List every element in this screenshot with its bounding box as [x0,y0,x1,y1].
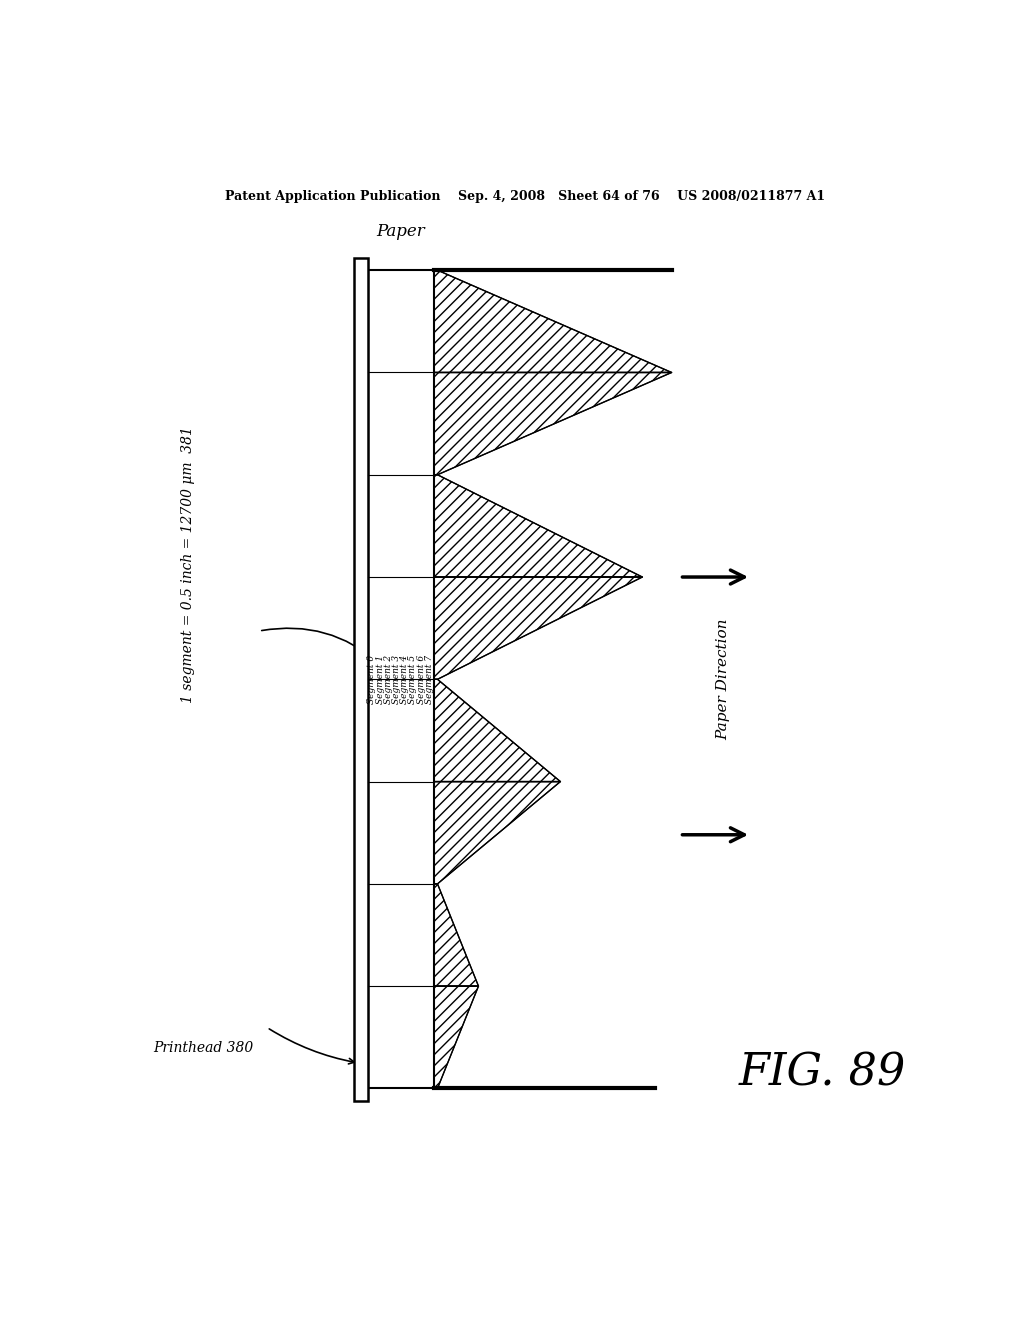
Bar [368,271,433,1089]
Bar [354,257,368,1101]
Text: 1 segment = 0.5 inch = 12700 μm  381: 1 segment = 0.5 inch = 12700 μm 381 [180,426,195,704]
Polygon shape [433,577,642,680]
Polygon shape [433,271,672,372]
Polygon shape [433,781,560,884]
Polygon shape [433,884,478,986]
Text: Segment 5: Segment 5 [409,655,418,704]
Text: Paper Direction: Paper Direction [716,619,730,741]
Text: Segment 0: Segment 0 [368,655,376,704]
Text: Segment 4: Segment 4 [400,655,410,704]
Polygon shape [433,986,478,1089]
Text: Segment 6: Segment 6 [417,655,426,704]
Polygon shape [433,475,642,577]
Text: Segment 7: Segment 7 [425,655,434,704]
Text: Segment 1: Segment 1 [376,655,385,704]
Text: Segment 3: Segment 3 [392,655,401,704]
Text: Segment 2: Segment 2 [384,655,393,704]
Text: FIG. 89: FIG. 89 [738,1052,906,1094]
Text: Patent Application Publication    Sep. 4, 2008   Sheet 64 of 76    US 2008/02118: Patent Application Publication Sep. 4, 2… [224,190,825,202]
Text: Printhead 380: Printhead 380 [154,1040,254,1055]
Text: Paper: Paper [376,223,425,240]
Polygon shape [433,372,672,475]
Polygon shape [433,680,560,781]
